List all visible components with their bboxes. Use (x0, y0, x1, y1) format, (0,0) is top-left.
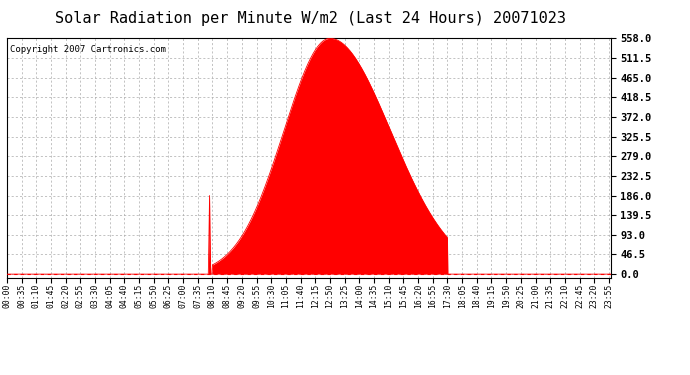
Text: Solar Radiation per Minute W/m2 (Last 24 Hours) 20071023: Solar Radiation per Minute W/m2 (Last 24… (55, 11, 566, 26)
Text: Copyright 2007 Cartronics.com: Copyright 2007 Cartronics.com (10, 45, 166, 54)
